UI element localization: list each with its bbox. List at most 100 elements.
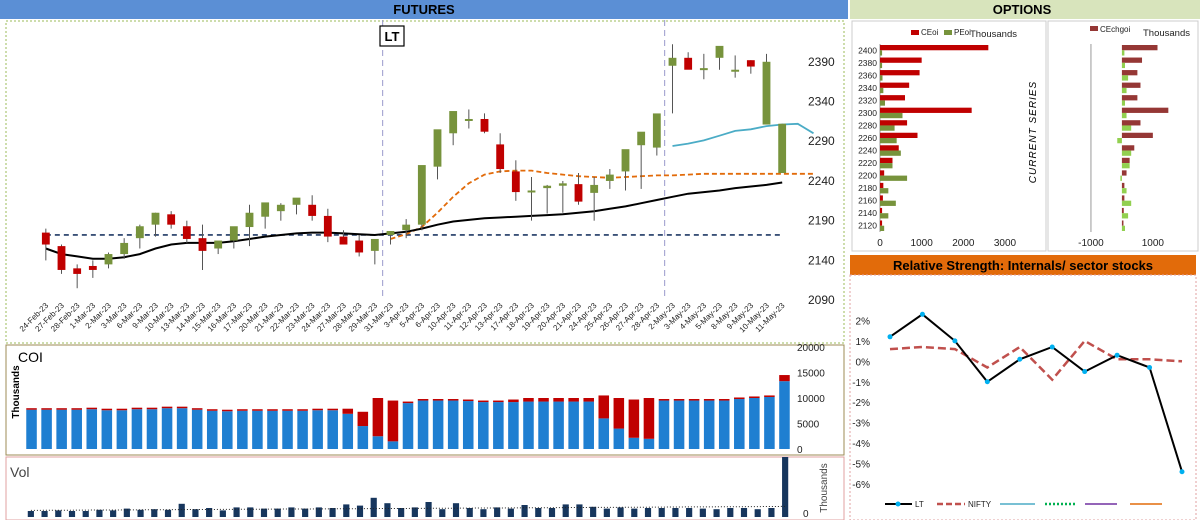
pe-oi-bar [880,100,885,106]
coi-bar-red [462,399,474,402]
oi-strike-label: 2380 [858,58,877,68]
coi-y-tick-label: 20000 [797,343,825,354]
ce-chg-bar [1121,95,1138,101]
lt-point [887,334,893,340]
coi-bar-blue [146,409,158,449]
lt-point [1049,344,1055,350]
candle-body [229,226,238,241]
candle-body [417,165,426,225]
pe-chg-bar [1121,87,1127,94]
pe-oi-bar [880,87,884,94]
vol-bar [274,508,281,517]
vol-bar [329,508,336,517]
coi-bar-blue [176,408,188,449]
coi-bar-red [297,409,308,411]
vol-bar [82,511,89,517]
pe-oi-bar [880,138,897,144]
coi-bar-red [718,399,730,401]
pe-chg-bar [1121,150,1132,156]
oi-strike-label: 2320 [858,95,877,105]
coi-bar-blue [387,441,399,449]
vol-bar [480,509,487,517]
ce-oi-legend-swatch [911,30,919,35]
relative-strength-chart: 2% 1% 0% -1% -2% -3% -4% -5% -6% LT NIFTY [852,311,1185,509]
coi-bar-blue [26,409,37,449]
options-header-text: OPTIONS [993,2,1052,17]
coi-bar-blue [628,437,640,449]
ce-chg-bar [1121,132,1153,138]
candle-body [543,185,552,189]
vol-bar [123,508,130,517]
ce-chg-bar [1121,195,1125,201]
coi-bar-red [71,408,82,410]
candle-body [637,131,646,146]
coi-bar-red [342,408,354,414]
vol-bar [68,511,76,517]
coi-bar-red [327,408,338,411]
coi-bar-red [252,409,263,411]
candle-body [433,129,442,167]
vol-bar [41,511,48,517]
coi-bar-blue [417,400,429,449]
coi-bar-red [703,399,715,401]
coi-bar-red [312,408,323,411]
pe-oi-bar [880,62,883,69]
oi-strike-label: 2220 [858,158,877,168]
candle-body [731,69,740,72]
candle-body [276,204,285,212]
futures-header-text: FUTURES [393,2,455,17]
ce-oi-bar [880,157,893,164]
rs-panel [849,274,1197,521]
pe-oi-bar [880,125,895,131]
ce-chg-bar [1121,70,1138,76]
coi-bar-red [598,395,610,419]
coi-bar-blue [402,403,414,449]
coi-bar-red [372,398,384,437]
ce-oi-bar [880,45,989,51]
coi-bar-blue [297,410,308,449]
vol-bar [439,509,446,517]
ema-short-line [672,122,814,147]
coi-bar-blue [357,426,369,449]
ce-oi-bar [880,207,883,214]
oi-unit-label: Thousands [970,29,1017,40]
options-chg-chart: -1000 1000 CEchgoi Thousands [1078,25,1190,249]
coi-bar-blue [101,410,113,449]
coi-bar-blue [191,409,203,449]
vol-bar [740,508,748,517]
chg-unit-label: Thousands [1143,28,1190,39]
futures-price-chart: 209021402190224022902340239024-Feb-2327-… [18,20,835,334]
coi-bar-red [101,408,113,411]
pe-chg-bar [1121,75,1129,81]
lt-line [889,313,1183,472]
candle-body [292,197,301,205]
options-oi-panel [851,20,1047,252]
vol-bar [631,508,638,517]
lt-legend-marker [895,501,901,507]
coi-bar-blue [493,402,504,449]
rs-y-tick-label: -1% [852,378,870,389]
pe-chg-bar [1121,50,1125,56]
coi-panel [5,344,845,456]
vol-unit-label: Thousands [819,463,830,512]
coi-bar-blue [116,410,128,449]
pe-chg-bar [1121,200,1132,206]
candle-body [261,202,270,217]
candle-body [574,184,583,202]
rs-y-tick-label: -2% [852,398,870,409]
coi-bar-red [86,407,98,410]
pe-chg-bar [1121,112,1127,119]
lt-point [1082,369,1088,375]
vol-bar [247,507,254,517]
ce-chg-bar [1121,157,1130,164]
pe-chg-bar [1117,138,1122,144]
vol-bar [507,508,514,517]
vol-bar [699,508,706,517]
chg-x-tick-label: -1000 [1078,238,1104,249]
candle-body [198,238,207,251]
coi-bar-blue [267,410,278,449]
oi-x-tick-label: 1000 [911,238,934,249]
candle-body [605,174,614,181]
candle-body [746,60,755,67]
candle-body [386,231,395,235]
